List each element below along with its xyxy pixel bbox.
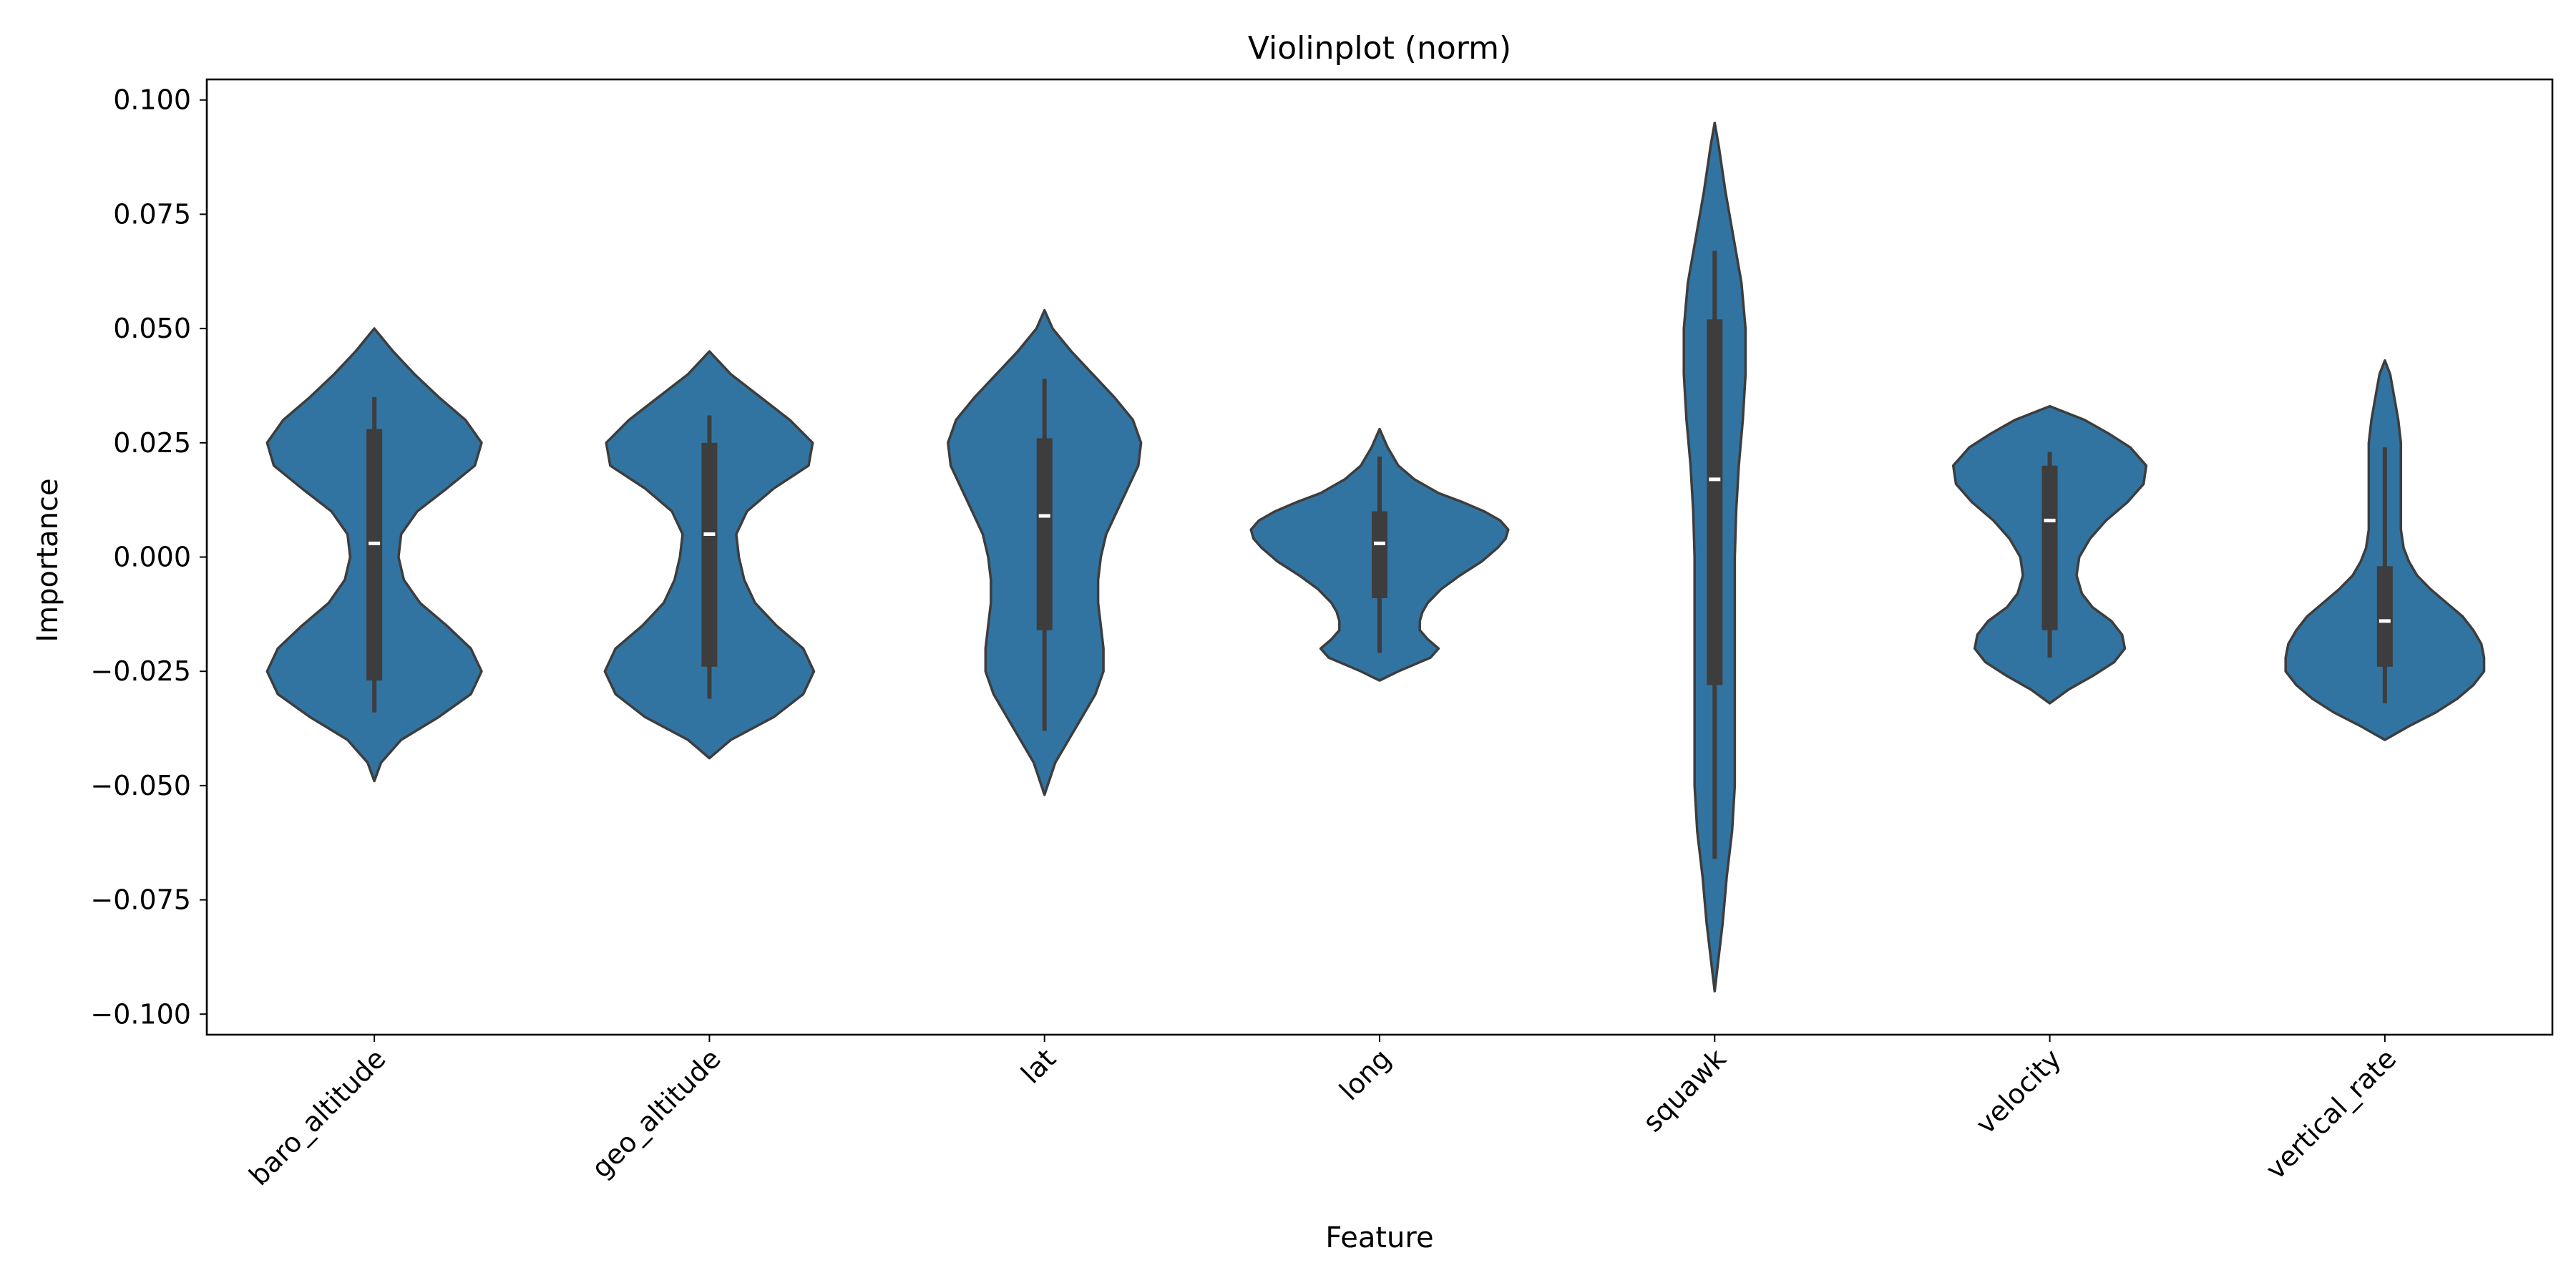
violin-iqr-box [2041, 465, 2058, 630]
violin-lat [947, 308, 1143, 796]
plot-area-frame [205, 78, 2554, 1036]
violin-baro_altitude [265, 327, 483, 783]
violin-velocity [1951, 404, 2148, 705]
y-axis-label: Importance [31, 478, 64, 642]
violin-vertical_rate [2284, 359, 2486, 741]
violin-iqr-box [1036, 438, 1053, 630]
chart-title: Violinplot (norm) [1248, 30, 1511, 67]
y-tick-label: −0.025 [90, 655, 191, 687]
violin-iqr-box [1707, 319, 1723, 686]
y-tick-label: 0.050 [113, 313, 191, 344]
y-tick-label: −0.100 [90, 998, 191, 1030]
y-tick-label: −0.075 [90, 884, 191, 916]
violin-iqr-box [366, 429, 383, 680]
y-tick-label: 0.075 [113, 198, 191, 230]
violin-iqr-box [701, 442, 718, 667]
violin-geo_altitude [603, 350, 816, 760]
y-tick-label: 0.000 [113, 542, 191, 573]
y-tick-label: −0.050 [90, 770, 191, 801]
y-tick-label: 0.100 [113, 84, 191, 116]
violin-iqr-box [2376, 566, 2393, 667]
violin-iqr-box [1372, 511, 1387, 598]
violin-squawk [1682, 121, 1747, 993]
x-axis-label: Feature [1325, 1221, 1433, 1254]
y-tick-label: 0.025 [113, 427, 191, 459]
violins-layer [265, 121, 2486, 993]
violin-long [1249, 427, 1510, 682]
